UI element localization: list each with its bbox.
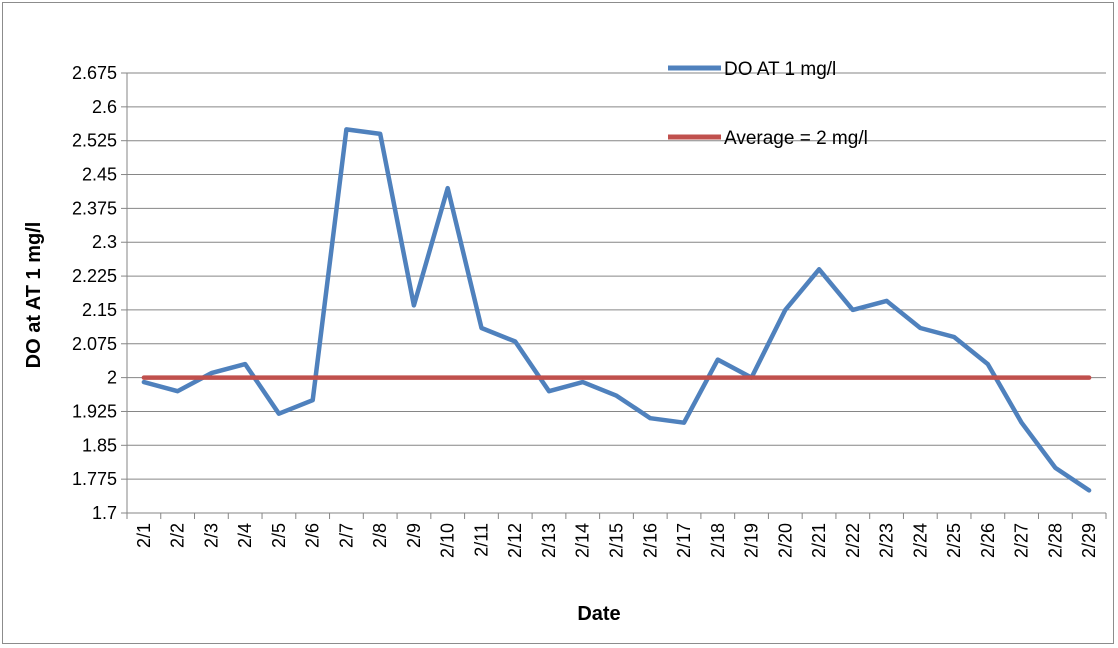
x-tick-label: 2/18 bbox=[708, 523, 728, 558]
y-tick-label: 1.85 bbox=[82, 435, 117, 455]
x-tick-label: 2/19 bbox=[742, 523, 762, 558]
x-tick-label: 2/22 bbox=[843, 523, 863, 558]
y-tick-label: 2.15 bbox=[82, 300, 117, 320]
x-tick-label: 2/12 bbox=[505, 523, 525, 558]
x-tick-label: 2/2 bbox=[168, 523, 188, 548]
y-tick-label: 2.675 bbox=[72, 63, 117, 83]
y-tick-label: 2.6 bbox=[92, 97, 117, 117]
y-tick-label: 1.775 bbox=[72, 469, 117, 489]
x-tick-label: 2/13 bbox=[539, 523, 559, 558]
x-axis-title: Date bbox=[577, 603, 620, 625]
y-tick-label: 1.7 bbox=[92, 503, 117, 523]
legend: DO AT 1 mg/l Average = 2 mg/l bbox=[668, 59, 868, 149]
y-tick-label: 1.925 bbox=[72, 401, 117, 421]
x-tick-label: 2/21 bbox=[809, 523, 829, 558]
x-tick-label: 2/14 bbox=[573, 523, 593, 558]
y-tick-label: 2.075 bbox=[72, 334, 117, 354]
x-tick-label: 2/6 bbox=[303, 523, 323, 548]
x-tick-label: 2/7 bbox=[336, 523, 356, 548]
y-tick-labels: 1.7 1.775 1.85 1.925 2 2.075 2.15 2.225 2.3 2.375… bbox=[72, 63, 117, 523]
series-lines bbox=[141, 127, 1092, 493]
x-tick-label: 2/17 bbox=[674, 523, 694, 558]
x-tick-label: 2/29 bbox=[1079, 523, 1099, 558]
x-tick-label: 2/15 bbox=[607, 523, 627, 558]
axes bbox=[121, 72, 1107, 519]
y-tick-label: 2 bbox=[107, 368, 117, 388]
legend-label: DO AT 1 mg/l bbox=[724, 59, 836, 80]
y-tick-label: 2.525 bbox=[72, 131, 117, 151]
y-tick-label: 2.3 bbox=[92, 232, 117, 252]
x-tick-label: 2/16 bbox=[640, 523, 660, 558]
x-tick-label: 2/9 bbox=[404, 523, 424, 548]
legend-label: Average = 2 mg/l bbox=[724, 128, 868, 149]
x-tick-label: 2/1 bbox=[134, 523, 154, 548]
x-tick-label: 2/27 bbox=[1012, 523, 1032, 558]
y-tick-label: 2.225 bbox=[72, 266, 117, 286]
x-tick-label: 2/8 bbox=[370, 523, 390, 548]
x-tick-label: 2/20 bbox=[775, 523, 795, 558]
y-tick-label: 2.375 bbox=[72, 198, 117, 218]
x-tick-label: 2/26 bbox=[978, 523, 998, 558]
y-axis-title: DO at AT 1 mg/l bbox=[23, 222, 45, 369]
x-tick-label: 2/10 bbox=[438, 523, 458, 558]
y-tick-label: 2.45 bbox=[82, 165, 117, 185]
series-line-do bbox=[141, 127, 1092, 493]
x-tick-label: 2/11 bbox=[471, 523, 491, 557]
x-tick-label: 2/3 bbox=[201, 523, 221, 548]
x-tick-label: 2/25 bbox=[944, 523, 964, 558]
x-tick-label: 2/28 bbox=[1045, 523, 1065, 558]
x-tick-labels: 2/1 2/2 2/3 2/4 2/5 2/6 2/7 2/8 2/9 2/10 2/11 2/12 2… bbox=[134, 523, 1099, 558]
gridlines bbox=[127, 72, 1106, 480]
x-tick-label: 2/5 bbox=[269, 523, 289, 548]
x-tick-label: 2/4 bbox=[235, 523, 255, 548]
x-tick-label: 2/23 bbox=[877, 523, 897, 558]
x-tick-label: 2/24 bbox=[910, 523, 930, 558]
